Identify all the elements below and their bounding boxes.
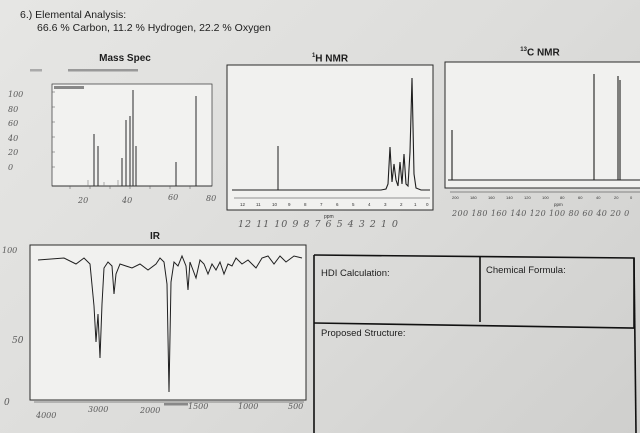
hdi-calculation-label: HDI Calculation:	[321, 268, 390, 279]
svg-text:10: 10	[272, 202, 278, 207]
mass-spec-spectrum	[30, 69, 213, 189]
svg-text:180: 180	[470, 195, 477, 200]
svg-text:3: 3	[384, 202, 387, 207]
c-nmr-unit: ppm	[554, 202, 563, 207]
svg-text:9: 9	[288, 202, 291, 207]
ir-x-2000: 2000	[140, 406, 161, 415]
svg-text:1: 1	[414, 202, 417, 207]
ir-title: IR	[150, 231, 160, 242]
mass-spec-x-20: 20	[78, 196, 89, 205]
ir-handwritten-y-100: 100	[2, 246, 18, 255]
mass-spec-handwritten-y: 100 80 60 40 20 0	[8, 90, 24, 172]
ir-x-1000: 1000	[238, 402, 259, 411]
svg-text:100: 100	[542, 195, 549, 200]
h-nmr-unit: ppm	[324, 214, 334, 220]
svg-text:40: 40	[596, 195, 601, 200]
svg-text:2: 2	[400, 202, 403, 207]
c-nmr-spectrum: 200 180 160 140 120 100 80 60 40 20 0 pp…	[444, 61, 640, 207]
ir-x-500: 500	[288, 402, 304, 411]
problem-title: 6.) Elemental Analysis:	[20, 9, 127, 21]
ir-spectrum	[29, 244, 307, 406]
svg-text:4: 4	[368, 202, 371, 207]
c-nmr-title: 13C NMR	[520, 47, 560, 59]
svg-text:80: 80	[560, 195, 565, 200]
ir-handwritten-y-50: 50	[12, 336, 24, 346]
c-nmr-tick-labels: 200 180 160 140 120 100 80 60 40 20 0	[452, 195, 633, 200]
ir-x-4000: 4000	[36, 411, 57, 420]
h-nmr-trace	[232, 77, 430, 191]
h-nmr-handwritten-x: 12 11 10 9 8 7 6 5 4 3 2 1 0	[238, 219, 399, 230]
c-nmr-peaks	[451, 74, 621, 180]
mass-spec-title: Mass Spec	[99, 53, 151, 64]
proposed-structure-label: Proposed Structure:	[321, 328, 406, 339]
svg-text:12: 12	[240, 202, 246, 207]
svg-text:200: 200	[452, 195, 459, 200]
svg-text:0: 0	[426, 202, 429, 207]
ir-handwritten-y-0: 0	[4, 398, 10, 408]
h-nmr-title: 1H NMR	[311, 53, 349, 65]
svg-text:8: 8	[304, 202, 307, 207]
svg-text:60: 60	[578, 195, 583, 200]
mass-spec-x-60: 60	[168, 193, 179, 202]
h-nmr-tick-labels: 12 11 10 9 8 7 6 5 4 3 2 1 0	[240, 202, 429, 207]
mass-spec-x-80: 80	[206, 194, 217, 203]
ir-trace	[37, 254, 303, 393]
svg-text:120: 120	[524, 195, 531, 200]
h-nmr-plot-frame	[226, 64, 434, 211]
svg-text:7: 7	[320, 202, 323, 207]
chemical-formula-label: Chemical Formula:	[486, 265, 566, 276]
svg-text:11: 11	[256, 202, 261, 207]
mass-spec-x-40: 40	[122, 196, 133, 205]
ir-x-3000: 3000	[88, 405, 109, 414]
svg-text:5: 5	[352, 202, 355, 207]
elemental-composition: 66.6 % Carbon, 11.2 % Hydrogen, 22.2 % O…	[37, 22, 271, 34]
svg-text:0: 0	[630, 195, 633, 200]
ir-x-1500: 1500	[188, 402, 209, 411]
c-nmr-handwritten-x: 200 180 160 140 120 100 80 60 40 20 0	[452, 209, 630, 218]
mass-spec-peaks	[93, 90, 197, 186]
svg-text:140: 140	[506, 195, 513, 200]
mass-spec-ticks	[52, 91, 191, 189]
svg-text:20: 20	[614, 195, 619, 200]
c-nmr-plot-frame	[444, 61, 640, 189]
h-nmr-spectrum: 12 11 10 9 8 7 6 5 4 3 2 1 0 ppm	[226, 64, 434, 220]
svg-text:6: 6	[336, 202, 339, 207]
svg-text:160: 160	[488, 195, 495, 200]
